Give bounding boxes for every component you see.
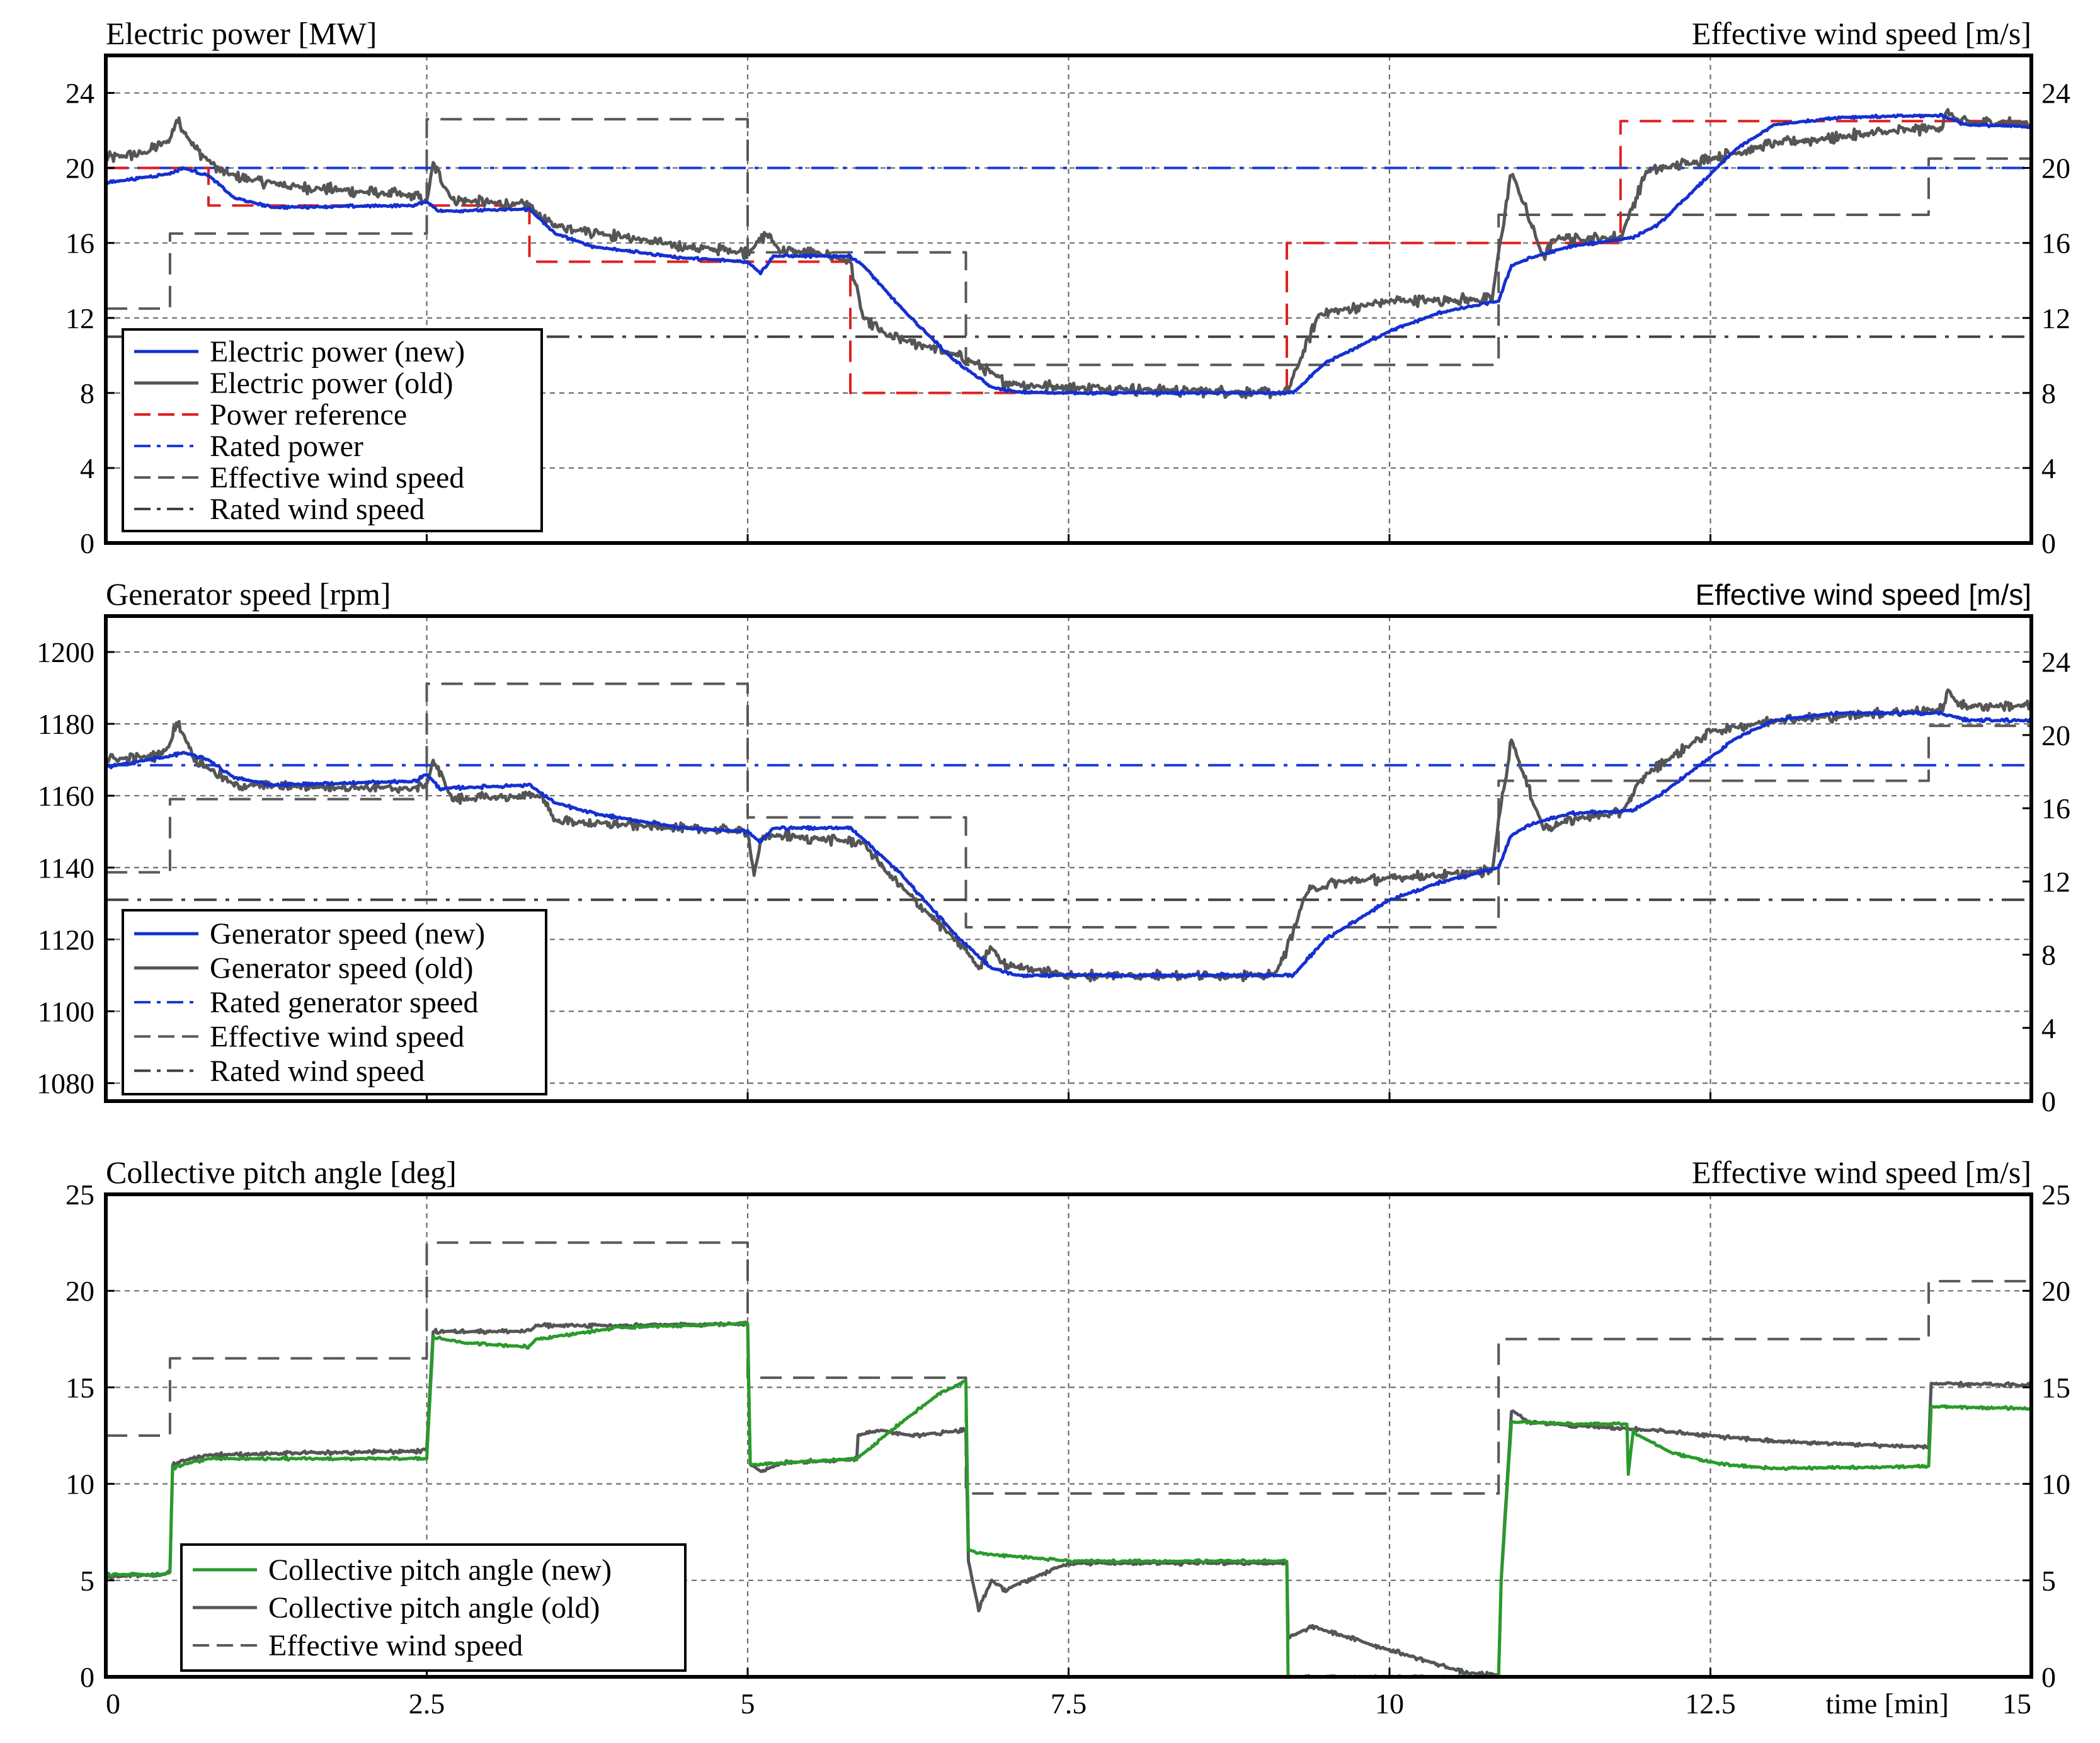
legend-label-rated-power: Rated power [210,430,363,463]
y-tick-label: 10 [66,1468,94,1500]
series-line-generator-speed-new [106,709,2031,979]
y-tick-label: 25 [66,1179,94,1211]
series-group [106,682,2031,983]
y-tick-label: 20 [66,152,94,185]
legend-label-rated-wind-speed: Rated wind speed [210,493,425,526]
left-axis-title: Generator speed [rpm] [106,576,391,612]
y-tick-label: 1100 [38,995,94,1027]
left-axis-title: Collective pitch angle [deg] [106,1155,457,1190]
panel-generator-speed: 1080 1100 1120 1140 1160 1180 1200 0 4 8 12 16 20 24 G… [37,576,2070,1117]
series-line-electric-power-new [106,113,2031,396]
y2-tick-label: 24 [2041,77,2070,110]
y-tick-label: 1120 [38,923,94,956]
panel-electric-power: 0 4 8 12 16 20 24 0 4 8 12 16 20 24 Electric power [MW… [66,16,2070,559]
y-tick-label: 8 [80,377,94,409]
x-axis-label: time [min] [1826,1688,1949,1720]
x-tick-label: 5 [741,1688,755,1720]
legend-label-rated-wind-speed: Rated wind speed [210,1054,425,1088]
y2-tick-label: 5 [2041,1565,2056,1597]
y2-tick-label: 25 [2041,1179,2070,1211]
y2-tick-label: 0 [2041,1661,2056,1693]
x-tick-label: 7.5 [1051,1688,1087,1720]
legend: Electric power (new)Electric power (old)… [122,328,543,532]
y-tick-label: 4 [80,452,94,484]
legend-label-collective-pitch-angle-new: Collective pitch angle (new) [268,1553,612,1587]
y-tick-label: 20 [66,1275,94,1307]
legend-label-effective-wind-speed: Effective wind speed [268,1629,523,1662]
series-line-collective-pitch-angle-new [106,1320,2031,1677]
legend-label-electric-power-new: Electric power (new) [210,335,465,369]
legend-label-collective-pitch-angle-old: Collective pitch angle (old) [268,1591,600,1625]
y2-tick-label: 20 [2041,152,2070,185]
legend-label-effective-wind-speed: Effective wind speed [210,461,464,494]
y2-tick-label: 12 [2041,302,2070,334]
right-axis-title: Effective wind speed [m/s] [1692,16,2031,51]
x-tick-label: 15 [2002,1688,2031,1720]
series-group [106,1241,2031,1677]
series-line-effective-wind-speed [106,1241,2031,1495]
y2-tick-label: 20 [2041,719,2070,751]
legend-label-electric-power-old: Electric power (old) [210,367,453,400]
x-tick-label: 12.5 [1685,1688,1736,1720]
y2-tick-label: 8 [2041,939,2056,971]
y-tick-label: 12 [66,302,94,334]
legend-label-effective-wind-speed: Effective wind speed [210,1020,464,1053]
y-tick-label: 1200 [37,636,94,668]
y2-tick-label: 20 [2041,1275,2070,1307]
series-line-effective-wind-speed [106,682,2031,929]
y2-tick-label: 12 [2041,866,2070,898]
y-tick-label: 5 [80,1565,94,1597]
y2-tick-label: 4 [2041,1012,2056,1044]
x-tick-label: 10 [1375,1688,1404,1720]
legend-label-power-reference: Power reference [210,398,407,431]
y-tick-label: 0 [80,1661,94,1693]
x-tick-label: 2.5 [409,1688,445,1720]
legend: Generator speed (new)Generator speed (ol… [122,909,547,1095]
legend-label-generator-speed-old: Generator speed (old) [210,952,473,985]
y2-tick-label: 15 [2041,1371,2070,1403]
x-tick-label: 0 [106,1688,120,1720]
y2-tick-label: 0 [2041,1085,2056,1117]
y2-tick-label: 4 [2041,452,2056,484]
y-tick-label: 1140 [38,852,94,884]
y2-tick-label: 24 [2041,646,2070,678]
y2-tick-label: 16 [2041,227,2070,260]
left-axis-title: Electric power [MW] [106,16,377,51]
y-tick-label: 24 [66,77,94,110]
legend: Collective pitch angle (new) Collective p… [180,1543,687,1672]
y-tick-label: 16 [66,227,94,260]
y-tick-label: 1160 [38,780,94,812]
legend-box [180,1543,687,1672]
y-tick-label: 1180 [38,708,94,740]
y2-tick-label: 8 [2041,377,2056,409]
right-axis-title: Effective wind speed [m/s] [1692,1155,2031,1190]
y-tick-label: 1080 [37,1067,94,1099]
legend-label-generator-speed-new: Generator speed (new) [210,917,485,951]
y-tick-label: 15 [66,1371,94,1403]
legend-label-rated-generator-speed: Rated generator speed [210,986,478,1019]
y2-tick-label: 0 [2041,527,2056,559]
panel-pitch-angle: 0 5 10 15 20 25 0 5 10 15 20 25 0 2.5 5 7.5 10 12.5 15 time… [66,1155,2070,1720]
y-tick-label: 0 [80,527,94,559]
series-line-generator-speed-old [106,688,2031,983]
y2-tick-label: 10 [2041,1468,2070,1500]
series-line-effective-wind-speed [106,118,2031,367]
legend-box [122,328,543,532]
right-axis-title: Effective wind speed [m/s] [1695,578,2031,611]
y2-tick-label: 16 [2041,792,2070,825]
